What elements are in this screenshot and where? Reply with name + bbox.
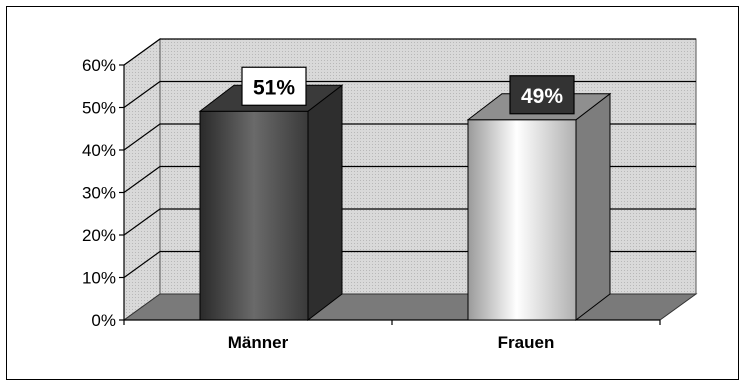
bar-front: [467, 119, 577, 321]
category-label: Männer: [228, 333, 289, 352]
y-tick-label: 20%: [82, 226, 116, 245]
y-tick-labels: 0% 10% 20% 30% 40% 50% 60%: [82, 56, 116, 330]
bar-side: [575, 92, 611, 322]
category-labels: Männer Frauen: [228, 333, 555, 352]
y-tick-label: 10%: [82, 269, 116, 288]
y-tick-label: 0%: [91, 311, 116, 330]
y-tick-label: 30%: [82, 184, 116, 203]
gridline: [123, 38, 696, 66]
category-label: Frauen: [498, 333, 555, 352]
data-label: 49%: [521, 85, 563, 108]
y-tick-label: 50%: [82, 99, 116, 118]
bar-side: [307, 84, 343, 322]
data-labels: 51% 49%: [241, 66, 575, 115]
y-tick-label: 60%: [82, 56, 116, 75]
data-label-box: [241, 66, 307, 106]
bar-front: [199, 110, 309, 321]
y-tick-label: 40%: [82, 141, 116, 160]
data-label-box: [509, 75, 575, 115]
data-label: 51%: [253, 76, 295, 99]
